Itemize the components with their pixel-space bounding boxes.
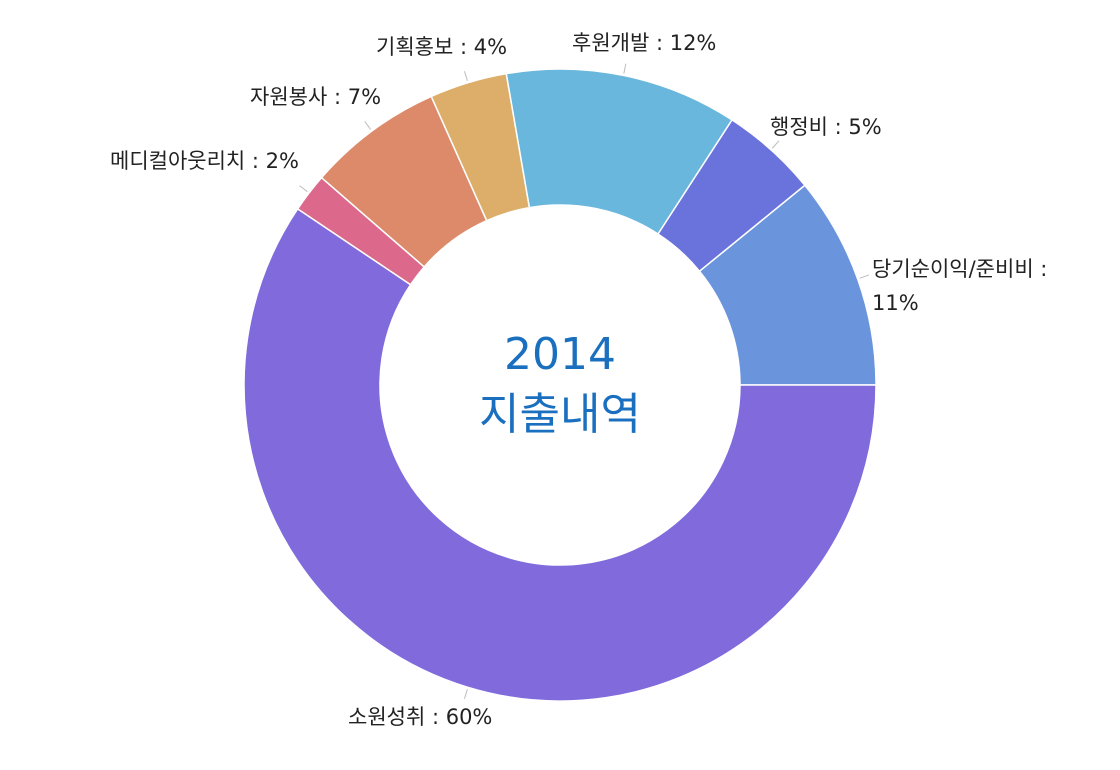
slice-label-후원개발: 후원개발 : 12% [572,31,716,55]
donut-slices [243,68,877,702]
slice-label-소원성취: 소원성취 : 60% [348,705,492,729]
slice-label-기획홍보: 기획홍보 : 4% [376,35,507,59]
leader-line-소원성취 [464,689,468,699]
slice-label-메디컬아웃리치: 메디컬아웃리치 : 2% [110,149,299,173]
center-title-year: 2014 [504,329,616,380]
leader-line-자원봉사 [364,121,372,130]
leader-line-메디컬아웃리치 [299,185,308,193]
slice-label-행정비: 행정비 : 5% [770,115,882,139]
leader-line-당기순이익/준비비 [859,274,870,279]
slice-label-자원봉사: 자원봉사 : 7% [250,85,381,109]
slice-labels: 당기순이익/준비비 : 11% 행정비 : 5% 후원개발 : 12% 기획홍보 : 4… [110,31,1047,729]
slice-label-당기순이익/준비비: 당기순이익/준비비 : [872,257,1047,281]
leader-line-행정비 [771,140,780,149]
center-title-text: 지출내역 [479,389,641,440]
leader-line-기획홍보 [464,71,468,81]
donut-hole [380,205,740,565]
leader-line-후원개발 [623,63,627,74]
slice-label-value-당기순이익/준비비: 11% [872,291,919,315]
